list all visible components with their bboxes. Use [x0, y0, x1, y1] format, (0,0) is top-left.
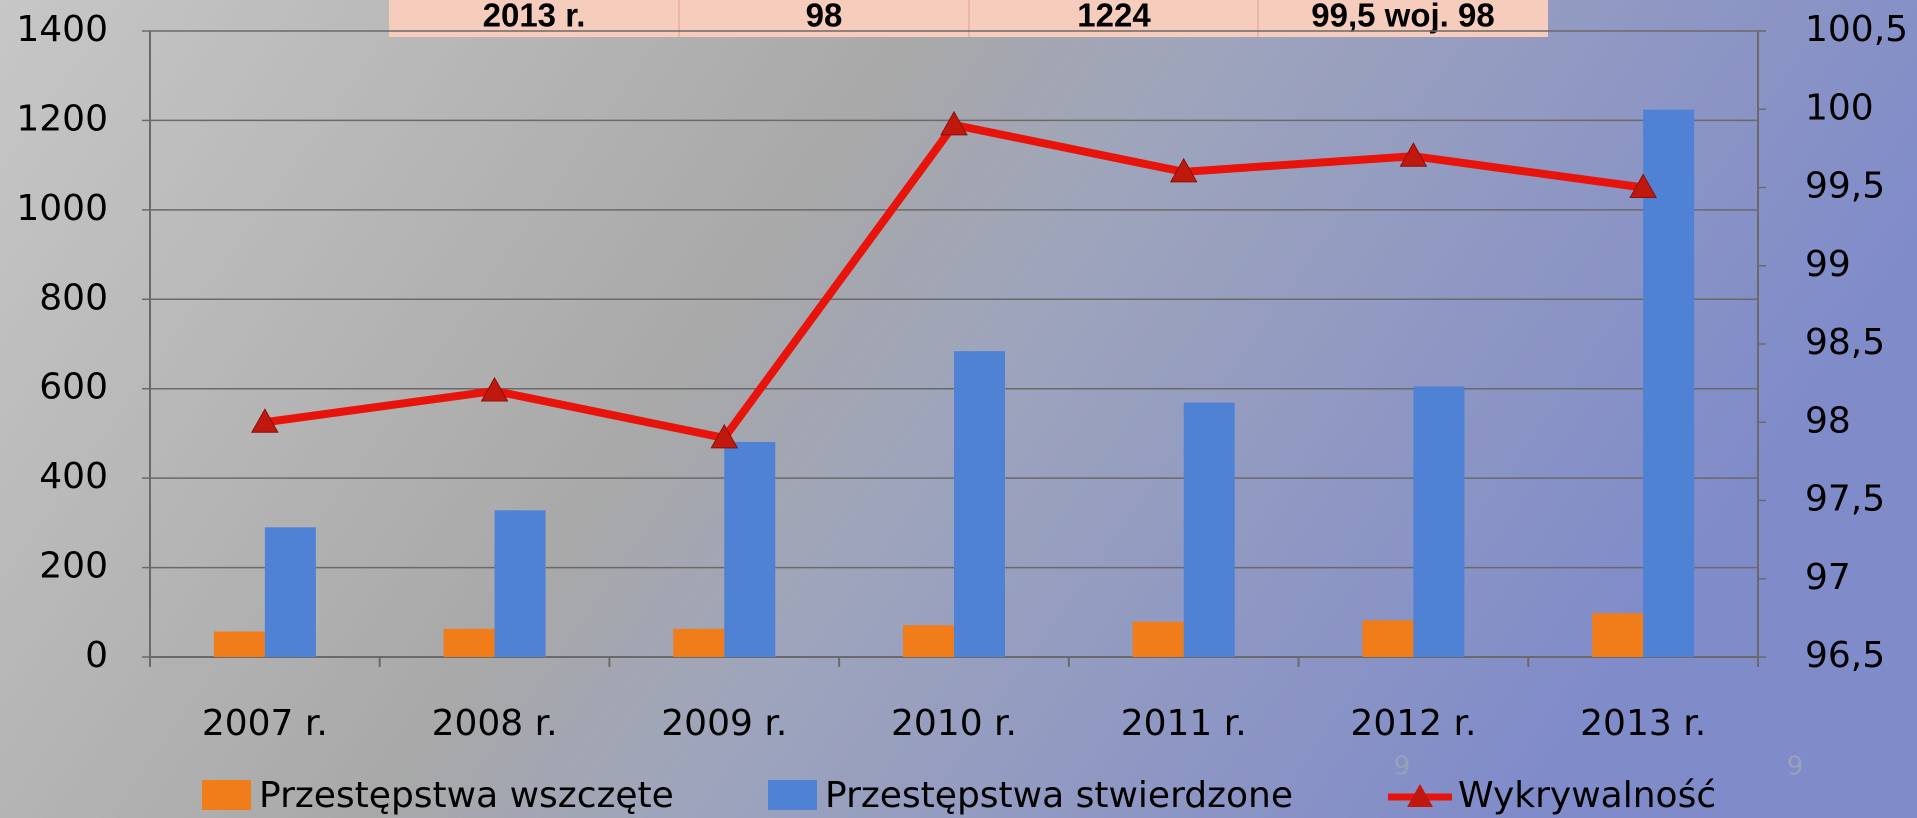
y-tick-label: 800: [39, 277, 108, 318]
header-cell: 2013 r.: [483, 0, 586, 34]
y2-tick-label: 97,5: [1805, 479, 1885, 520]
header-cell: 98: [806, 0, 843, 34]
bar: [494, 510, 546, 657]
legend-label: Przestępstwa stwierdzone: [825, 775, 1293, 816]
marker: [480, 376, 509, 402]
bar: [1592, 613, 1644, 657]
y2-tick-label: 99: [1805, 244, 1851, 285]
bar: [673, 628, 725, 657]
y2-tick-label: 100: [1805, 87, 1874, 128]
bar: [1132, 621, 1184, 657]
marker: [1629, 173, 1657, 198]
marker: [251, 408, 279, 433]
legend-label: Przestępstwa wszczęte: [259, 775, 674, 816]
bar: [1362, 620, 1414, 657]
bar: [443, 628, 495, 657]
x-tick-label: 2011 r.: [1121, 703, 1247, 744]
x-tick-label: 2012 r.: [1350, 703, 1476, 744]
bar: [954, 351, 1005, 657]
y2-tick-label: 96,5: [1805, 635, 1885, 676]
x-tick-label: 2009 r.: [661, 703, 787, 744]
legend-swatch: [768, 780, 817, 810]
x-tick-label: 2007 r.: [202, 703, 328, 744]
y2-tick-label: 97: [1805, 557, 1851, 598]
y-tick-label: 400: [39, 456, 108, 497]
bar: [1413, 386, 1465, 657]
x-tick-label: 2013 r.: [1580, 703, 1706, 744]
x-tick-label: 2010 r.: [891, 703, 1017, 744]
y2-tick-label: 98: [1805, 400, 1851, 441]
marker: [1399, 142, 1428, 167]
y-tick-label: 1000: [16, 188, 108, 229]
y-tick-label: 200: [39, 546, 108, 587]
bar: [1643, 109, 1695, 657]
legend-swatch: [202, 780, 251, 810]
bar: [1183, 402, 1235, 657]
bar: [903, 625, 954, 657]
bar: [724, 441, 776, 657]
y-tick-label: 600: [39, 367, 108, 408]
header-cell: 99,5 woj. 98: [1311, 0, 1494, 34]
marker: [1169, 157, 1198, 183]
bar: [213, 631, 265, 657]
page-number: 9: [1394, 752, 1411, 782]
y-tick-label: 1200: [16, 98, 108, 139]
legend-label: Wykrywalność: [1458, 775, 1716, 816]
page-number: 9: [1787, 752, 1804, 782]
y2-tick-label: 98,5: [1805, 322, 1885, 363]
header-cell: 1224: [1077, 0, 1151, 34]
y2-tick-label: 99,5: [1805, 166, 1885, 207]
y-tick-label: 1400: [16, 9, 108, 50]
y2-tick-label: 100,5: [1805, 9, 1908, 50]
marker: [940, 110, 968, 136]
bar: [264, 527, 316, 657]
legend-marker: [1407, 784, 1433, 807]
y-tick-label: 0: [85, 635, 108, 676]
marker: [710, 423, 739, 449]
x-tick-label: 2008 r.: [432, 703, 558, 744]
